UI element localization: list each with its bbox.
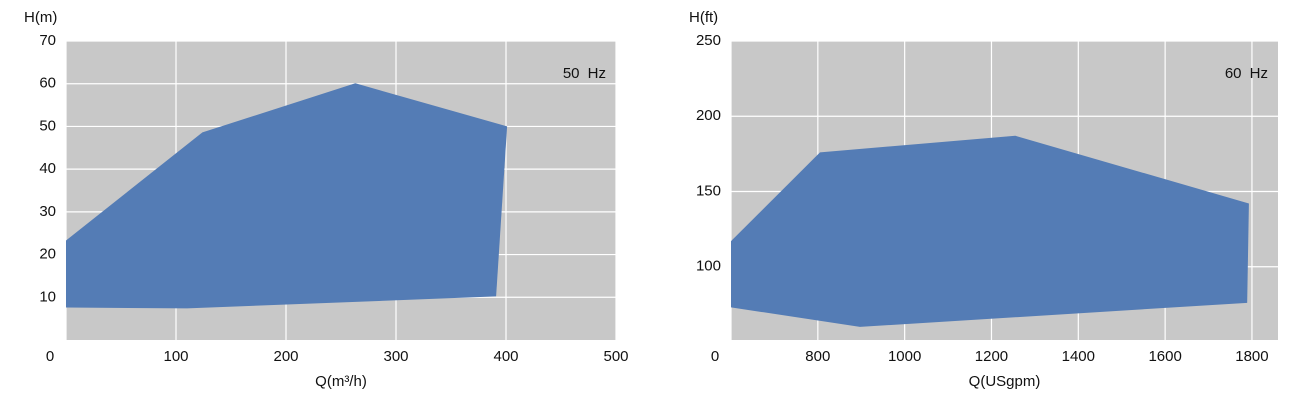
x-tick-label: 1000: [888, 348, 921, 365]
y-tick-label: 30: [39, 203, 56, 220]
x-tick-label: 1600: [1148, 348, 1181, 365]
y-tick-label: 70: [39, 32, 56, 49]
y-tick-label: 100: [696, 258, 721, 275]
annotation: 50 Hz: [563, 65, 606, 82]
envelope-area: [66, 83, 508, 309]
x-tick-label: 400: [493, 348, 518, 365]
x-tick-label: 200: [273, 348, 298, 365]
y-tick-label: 250: [696, 32, 721, 49]
y-tick-label: 50: [39, 117, 56, 134]
x-tick-label: 1800: [1235, 348, 1268, 365]
annotation: 60 Hz: [1225, 65, 1268, 82]
x-tick-label: 500: [603, 348, 628, 365]
y-axis-title: H(m): [24, 9, 57, 26]
x-tick-label: 100: [163, 348, 188, 365]
y-axis-title: H(ft): [689, 9, 718, 26]
x-tick-label: 0: [46, 348, 54, 365]
x-tick-label: 300: [383, 348, 408, 365]
y-tick-label: 20: [39, 246, 56, 263]
envelope-area: [731, 135, 1249, 327]
y-tick-label: 60: [39, 75, 56, 92]
y-tick-label: 10: [39, 288, 56, 305]
x-tick-label: 800: [805, 348, 830, 365]
x-axis-title: Q(m³/h): [315, 373, 367, 390]
x-tick-label: 1200: [975, 348, 1008, 365]
x-tick-label: 1400: [1062, 348, 1095, 365]
y-tick-label: 40: [39, 160, 56, 177]
x-tick-label: 0: [711, 348, 719, 365]
y-tick-label: 150: [696, 182, 721, 199]
y-tick-label: 200: [696, 107, 721, 124]
x-axis-title: Q(USgpm): [969, 373, 1041, 390]
